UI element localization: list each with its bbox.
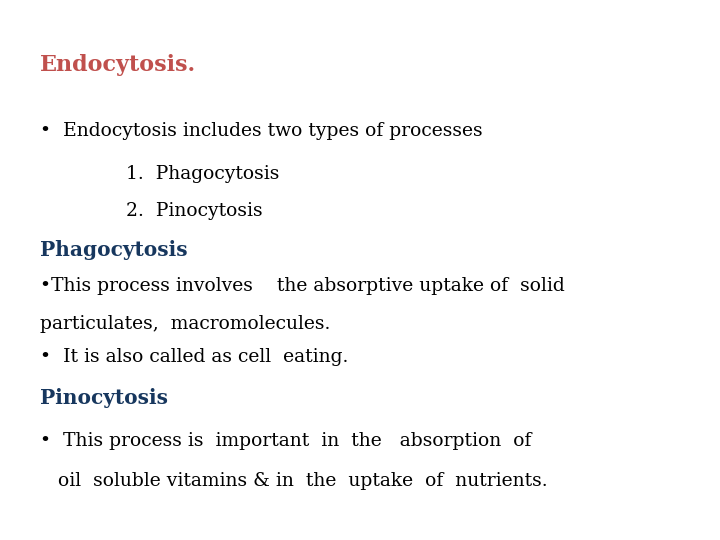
Text: •  It is also called as cell  eating.: • It is also called as cell eating. [40, 348, 348, 366]
Text: oil  soluble vitamins & in  the  uptake  of  nutrients.: oil soluble vitamins & in the uptake of … [40, 472, 547, 490]
Text: •This process involves    the absorptive uptake of  solid: •This process involves the absorptive up… [40, 277, 564, 295]
Text: Phagocytosis: Phagocytosis [40, 240, 187, 260]
Text: •  Endocytosis includes two types of processes: • Endocytosis includes two types of proc… [40, 122, 482, 139]
Text: 2.  Pinocytosis: 2. Pinocytosis [126, 202, 263, 220]
Text: particulates,  macromolecules.: particulates, macromolecules. [40, 315, 330, 333]
Text: •  This process is  important  in  the   absorption  of: • This process is important in the absor… [40, 432, 531, 450]
Text: 1.  Phagocytosis: 1. Phagocytosis [126, 165, 279, 183]
Text: Endocytosis.: Endocytosis. [40, 54, 196, 76]
Text: Pinocytosis: Pinocytosis [40, 388, 168, 408]
